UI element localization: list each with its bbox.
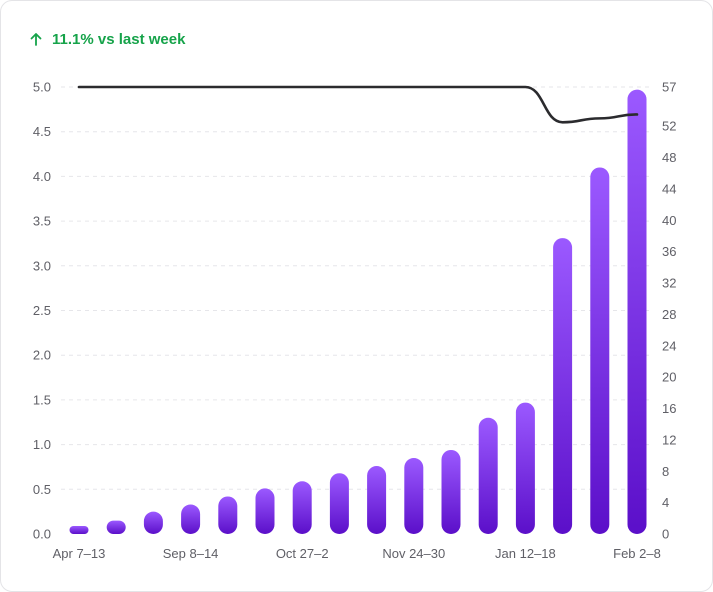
x-tick-label: Feb 2–8 bbox=[613, 546, 661, 561]
y-left-tick-label: 4.5 bbox=[33, 124, 51, 139]
bar bbox=[515, 402, 535, 534]
bar bbox=[404, 458, 424, 534]
bar bbox=[441, 449, 461, 534]
y-left-tick-label: 3.0 bbox=[33, 258, 51, 273]
y-right-tick-label: 4 bbox=[662, 495, 669, 510]
y-right-tick-label: 24 bbox=[662, 338, 676, 353]
y-right-tick-label: 36 bbox=[662, 244, 676, 259]
y-left-tick-label: 1.5 bbox=[33, 392, 51, 407]
y-right-tick-label: 8 bbox=[662, 464, 669, 479]
y-left-tick-label: 2.0 bbox=[33, 348, 51, 363]
bar bbox=[478, 417, 498, 534]
y-left-tick-label: 0.5 bbox=[33, 482, 51, 497]
bar bbox=[106, 520, 126, 534]
bar bbox=[590, 167, 610, 534]
x-tick-label: Apr 7–13 bbox=[53, 546, 106, 561]
bar bbox=[329, 473, 349, 534]
trend-indicator: 11.1% vs last week bbox=[29, 29, 185, 49]
bar bbox=[292, 481, 312, 534]
arrow-up-icon bbox=[29, 32, 43, 46]
bar bbox=[367, 466, 387, 534]
y-left-tick-label: 1.0 bbox=[33, 437, 51, 452]
y-left-tick-label: 2.5 bbox=[33, 303, 51, 318]
trend-text: 11.1% vs last week bbox=[52, 30, 186, 48]
y-right-tick-label: 44 bbox=[662, 181, 676, 196]
y-right-tick-label: 20 bbox=[662, 370, 676, 385]
bar bbox=[69, 526, 89, 534]
x-tick-label: Oct 27–2 bbox=[276, 546, 329, 561]
bar bbox=[218, 496, 238, 534]
y-right-tick-label: 57 bbox=[662, 80, 676, 95]
bar bbox=[181, 504, 201, 534]
bar bbox=[255, 488, 275, 534]
y-right-tick-label: 40 bbox=[662, 213, 676, 228]
x-tick-label: Nov 24–30 bbox=[382, 546, 445, 561]
y-left-tick-label: 3.5 bbox=[33, 214, 51, 229]
y-right-tick-label: 28 bbox=[662, 307, 676, 322]
y-left-tick-label: 4.0 bbox=[33, 169, 51, 184]
bar bbox=[553, 238, 573, 534]
y-right-tick-label: 12 bbox=[662, 432, 676, 447]
y-right-tick-label: 16 bbox=[662, 401, 676, 416]
y-right-tick-label: 48 bbox=[662, 150, 676, 165]
y-left-tick-label: 5.0 bbox=[33, 80, 51, 95]
x-tick-label: Jan 12–18 bbox=[495, 546, 556, 561]
x-tick-label: Sep 8–14 bbox=[163, 546, 219, 561]
y-right-tick-label: 32 bbox=[662, 276, 676, 291]
y-left-tick-label: 0.0 bbox=[33, 527, 51, 542]
y-right-tick-label: 52 bbox=[662, 119, 676, 134]
y-right-tick-label: 0 bbox=[662, 527, 669, 542]
bar bbox=[627, 89, 647, 534]
bar bbox=[143, 511, 163, 534]
series-line bbox=[77, 85, 639, 124]
